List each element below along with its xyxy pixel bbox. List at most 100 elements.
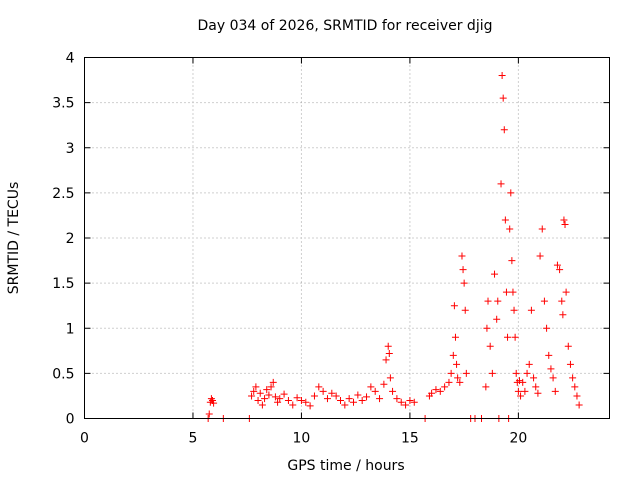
data-point bbox=[512, 369, 520, 377]
data-point bbox=[561, 220, 569, 228]
data-point bbox=[454, 374, 462, 382]
data-point bbox=[453, 360, 461, 368]
data-point bbox=[545, 351, 553, 359]
data-point bbox=[210, 399, 218, 407]
x-axis-label: GPS time / hours bbox=[287, 458, 404, 474]
data-point bbox=[536, 252, 544, 260]
data-point bbox=[263, 386, 271, 394]
data-point bbox=[310, 392, 318, 400]
data-point bbox=[271, 393, 279, 401]
data-point bbox=[380, 380, 388, 388]
data-point bbox=[354, 391, 362, 399]
data-point bbox=[358, 396, 366, 404]
data-point bbox=[460, 279, 468, 287]
data-points bbox=[204, 72, 583, 422]
data-point bbox=[367, 383, 375, 391]
data-point bbox=[488, 369, 496, 377]
data-point bbox=[456, 378, 464, 386]
data-point bbox=[559, 311, 567, 319]
data-point bbox=[521, 387, 529, 395]
data-point bbox=[319, 387, 327, 395]
data-point bbox=[382, 356, 390, 364]
data-point bbox=[389, 387, 397, 395]
data-point bbox=[517, 392, 525, 400]
data-point bbox=[507, 189, 515, 197]
x-tick-label: 20 bbox=[509, 431, 527, 447]
data-point bbox=[306, 402, 314, 410]
data-point bbox=[207, 395, 215, 403]
data-point bbox=[506, 225, 514, 233]
data-point bbox=[562, 288, 570, 296]
data-point bbox=[483, 324, 491, 332]
data-point bbox=[274, 398, 282, 406]
data-point bbox=[256, 389, 264, 397]
data-point bbox=[515, 377, 523, 385]
data-point bbox=[410, 398, 418, 406]
data-point bbox=[289, 401, 297, 409]
data-point bbox=[461, 306, 469, 314]
data-point bbox=[543, 324, 551, 332]
data-point bbox=[402, 401, 410, 409]
data-point bbox=[441, 383, 449, 391]
data-point bbox=[525, 360, 533, 368]
data-point bbox=[345, 395, 353, 403]
data-point bbox=[527, 306, 535, 314]
data-point bbox=[501, 216, 509, 224]
data-point bbox=[462, 369, 470, 377]
x-tick-label: 10 bbox=[293, 431, 311, 447]
y-tick-label: 1 bbox=[66, 321, 75, 337]
data-point bbox=[332, 392, 340, 400]
y-tick-labels: 0 0.5 1 1.5 2 2.5 3 3.5 4 bbox=[52, 51, 74, 428]
y-tick-label: 4 bbox=[66, 51, 75, 67]
data-point bbox=[261, 395, 269, 403]
data-point bbox=[556, 266, 564, 274]
chart-title: Day 034 of 2026, SRMTID for receiver dji… bbox=[198, 18, 493, 34]
data-point bbox=[350, 398, 358, 406]
data-point bbox=[549, 374, 557, 382]
data-point bbox=[491, 270, 499, 278]
data-point bbox=[558, 297, 566, 305]
data-point bbox=[502, 288, 510, 296]
data-point bbox=[504, 333, 512, 341]
data-point bbox=[284, 396, 292, 404]
data-point bbox=[376, 395, 384, 403]
data-point bbox=[534, 389, 542, 397]
data-point bbox=[258, 401, 266, 409]
data-point bbox=[280, 390, 288, 398]
y-axis-label: SRMTID / TECUs bbox=[6, 182, 22, 295]
data-point bbox=[514, 387, 522, 395]
data-point bbox=[571, 383, 579, 391]
data-point bbox=[250, 387, 258, 395]
data-point bbox=[486, 342, 494, 350]
data-point bbox=[551, 387, 559, 395]
data-point bbox=[498, 72, 506, 80]
data-point bbox=[493, 315, 501, 323]
data-point bbox=[276, 395, 284, 403]
data-point bbox=[302, 398, 310, 406]
data-point bbox=[523, 369, 531, 377]
y-tick-label: 3 bbox=[66, 141, 75, 157]
data-point bbox=[532, 383, 540, 391]
data-point bbox=[540, 297, 548, 305]
data-point bbox=[511, 333, 519, 341]
data-point bbox=[449, 351, 457, 359]
data-point bbox=[553, 261, 561, 269]
data-point bbox=[323, 395, 331, 403]
data-point bbox=[569, 374, 577, 382]
data-point bbox=[494, 297, 502, 305]
data-point bbox=[497, 180, 505, 188]
data-point bbox=[315, 383, 323, 391]
data-point bbox=[484, 297, 492, 305]
data-point bbox=[445, 378, 453, 386]
data-point bbox=[447, 369, 455, 377]
data-point bbox=[252, 383, 260, 391]
data-point bbox=[459, 266, 467, 274]
grid-lines bbox=[84, 57, 610, 419]
y-tick-label: 0 bbox=[66, 412, 75, 428]
data-point bbox=[385, 350, 393, 358]
data-point bbox=[547, 365, 555, 373]
data-point bbox=[499, 94, 507, 102]
data-point bbox=[451, 333, 459, 341]
data-point bbox=[397, 398, 405, 406]
